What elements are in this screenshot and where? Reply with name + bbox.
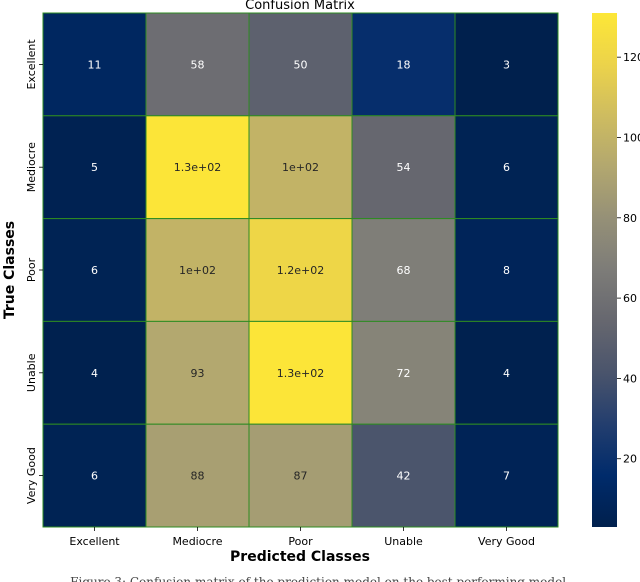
- cell-value-label: 54: [397, 161, 411, 174]
- colorbar-tick-label: 80: [623, 212, 637, 225]
- y-tick-label: Mediocre: [25, 142, 38, 192]
- cell-value-label: 93: [191, 367, 205, 380]
- x-tick-label: Poor: [288, 535, 313, 548]
- cell-value-label: 5: [91, 161, 98, 174]
- heatmap-cell: [454, 12, 559, 117]
- heatmap-cell: [248, 320, 353, 425]
- cell-value-label: 72: [397, 367, 411, 380]
- cell-value-label: 50: [294, 58, 308, 71]
- colorbar-gradient: [592, 13, 617, 527]
- heatmap-cell: [248, 12, 353, 117]
- heatmap-cell: [248, 218, 353, 322]
- x-tick-label: Very Good: [478, 535, 535, 548]
- heatmap-cell: [454, 218, 559, 322]
- heatmap-cell: [145, 218, 250, 322]
- cell-value-label: 4: [503, 367, 510, 380]
- cell-value-label: 87: [294, 470, 308, 483]
- y-tick-label: Very Good: [25, 447, 38, 504]
- colorbar-tick-label: 40: [623, 372, 637, 385]
- heatmap-cell: [454, 320, 559, 425]
- cell-value-label: 1e+02: [282, 161, 319, 174]
- cell-value-label: 18: [397, 58, 411, 71]
- cell-value-label: 6: [91, 264, 98, 277]
- chart-title: Confusion Matrix: [245, 0, 355, 13]
- cell-value-label: 1.2e+02: [277, 264, 324, 277]
- heatmap-cell: [42, 12, 147, 117]
- heatmap-cell: [145, 320, 250, 425]
- cell-value-label: 8: [503, 264, 510, 277]
- colorbar-tick-label: 20: [623, 453, 637, 466]
- y-tick-label: Poor: [25, 257, 38, 282]
- heatmap-cell: [351, 320, 456, 425]
- cell-value-label: 88: [191, 470, 205, 483]
- heatmap-cell: [351, 12, 456, 117]
- cell-value-label: 1.3e+02: [174, 161, 221, 174]
- x-tick-labels: Excellent Mediocre Poor Unable Very Good: [69, 527, 535, 548]
- heatmap-cells: 11 58 50 18 35 1.3e+02 1e+02 54 66 1e+02 1.2e+02 68…: [42, 12, 559, 528]
- cell-value-label: 58: [191, 58, 205, 71]
- cell-value-label: 7: [503, 470, 510, 483]
- heatmap-cell: [145, 12, 250, 117]
- cell-value-label: 1.3e+02: [277, 367, 324, 380]
- colorbar-tick-label: 120: [623, 51, 640, 64]
- heatmap-cell: [145, 423, 250, 528]
- heatmap-cell: [248, 423, 353, 528]
- cell-value-label: 6: [91, 470, 98, 483]
- y-tick-labels: Excellent Mediocre Poor Unable Very Good: [25, 39, 43, 504]
- colorbar: 20 40 60 80 100 120: [592, 13, 640, 527]
- x-tick-label: Unable: [384, 535, 423, 548]
- x-axis-label: Predicted Classes: [230, 549, 370, 565]
- heatmap-cell: [454, 115, 559, 220]
- cell-value-label: 68: [397, 264, 411, 277]
- x-tick-label: Mediocre: [172, 535, 222, 548]
- cell-value-label: 1e+02: [179, 264, 216, 277]
- heatmap-cell: [351, 218, 456, 322]
- cell-value-label: 4: [91, 367, 98, 380]
- heatmap-cell: [454, 423, 559, 528]
- cell-value-label: 11: [88, 58, 102, 71]
- cell-value-label: 42: [397, 470, 411, 483]
- x-tick-label: Excellent: [69, 535, 120, 548]
- cell-value-label: 3: [503, 58, 510, 71]
- figure-caption: Figure 3: Confusion matrix of the predic…: [70, 575, 570, 582]
- heatmap-cell: [42, 115, 147, 220]
- y-tick-label: Unable: [25, 353, 38, 392]
- heatmap-cell: [42, 423, 147, 528]
- colorbar-tick-label: 100: [623, 131, 640, 144]
- heatmap-cell: [248, 115, 353, 220]
- y-axis-label: True Classes: [2, 221, 18, 319]
- cell-value-label: 6: [503, 161, 510, 174]
- colorbar-tick-label: 60: [623, 292, 637, 305]
- y-tick-label: Excellent: [25, 39, 38, 90]
